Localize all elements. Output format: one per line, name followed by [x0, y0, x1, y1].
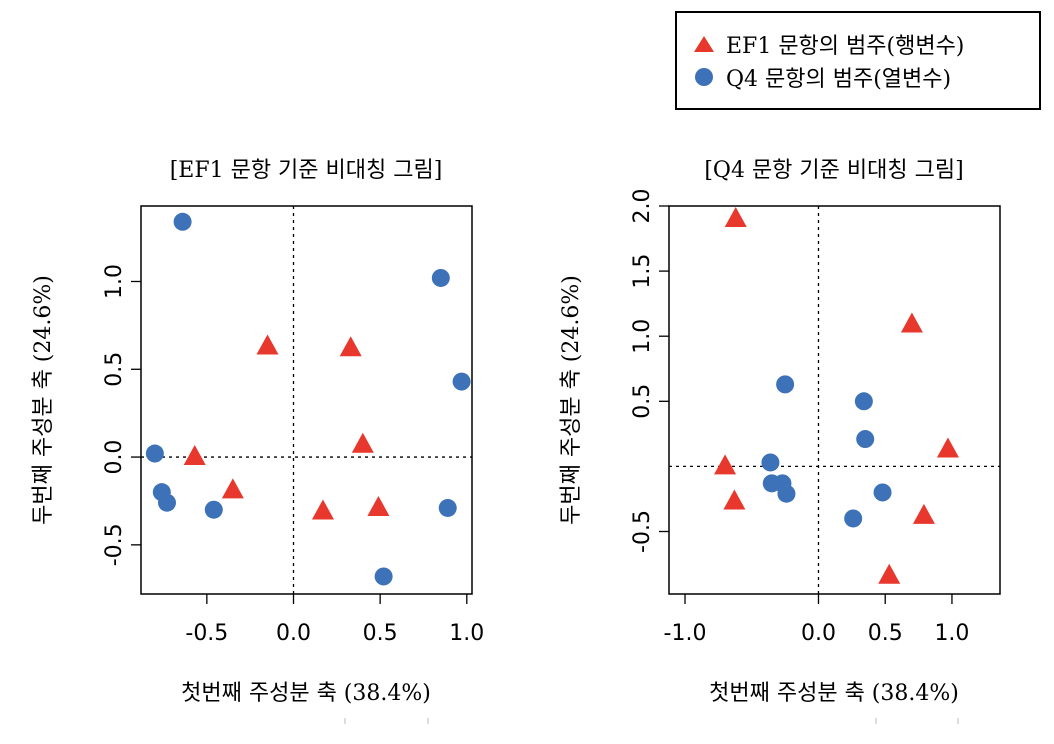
- right-x-tick-label: 0.0: [801, 621, 836, 646]
- legend-box: [675, 11, 1041, 110]
- left-circle-point: [452, 372, 471, 391]
- left-triangle-point: [221, 478, 244, 499]
- right-circle-point: [844, 509, 863, 528]
- right-y-tick-label: 1.5: [630, 254, 655, 289]
- left-panel-title: [EF1 문항 기준 비대칭 그림]: [170, 158, 443, 183]
- right-triangle-point: [714, 454, 737, 475]
- right-y-tick-label: 1.0: [630, 319, 655, 354]
- right-triangle-point: [900, 312, 923, 333]
- right-triangle-point: [723, 489, 746, 510]
- right-panel-title: [Q4 문항 기준 비대칭 그림]: [704, 158, 963, 183]
- left-y-tick-label: 0.5: [102, 352, 127, 387]
- right-circle-point: [761, 453, 780, 472]
- legend-circle-marker: [695, 68, 713, 86]
- left-circle-point: [157, 493, 176, 512]
- right-triangle-point: [724, 207, 747, 228]
- left-triangle-point: [311, 499, 334, 520]
- left-circle-point: [438, 498, 457, 517]
- right-triangle-point: [912, 503, 935, 524]
- right-x-tick-label: -1.0: [664, 621, 707, 646]
- left-circle-point: [173, 212, 192, 231]
- right-panel: [Q4 문항 기준 비대칭 그림] -1.0 0.0 0.5 1.0 -0.5 0.5 1.…: [559, 158, 1001, 706]
- right-y-tick-label: 2.0: [630, 189, 655, 224]
- right-y-tick-label: -0.5: [630, 510, 655, 553]
- left-plot-frame: [140, 205, 473, 595]
- right-plot-frame: [668, 205, 1001, 595]
- left-x-tick-label: 0.5: [363, 621, 398, 646]
- left-triangle-point: [256, 334, 279, 355]
- right-plot-area: -1.0 0.0 0.5 1.0 -0.5 0.5 1.0 1.5 2.0: [630, 189, 1000, 646]
- right-x-axis-label: 첫번째 주성분 축 (38.4%): [709, 681, 959, 706]
- right-triangle-point: [936, 437, 959, 458]
- legend: EF1 문항의 범주(행변수) Q4 문항의 범주(열변수): [675, 11, 1041, 110]
- left-x-tick-label: 1.0: [449, 621, 484, 646]
- left-triangle-point: [339, 336, 362, 357]
- left-y-tick-label: 0.0: [102, 440, 127, 475]
- right-triangle-point: [878, 563, 901, 584]
- legend-label-ef1: EF1 문항의 범주(행변수): [726, 34, 964, 59]
- left-circle-point: [145, 444, 164, 463]
- right-x-tick-label: 1.0: [934, 621, 969, 646]
- left-y-tick-label: 1.0: [102, 264, 127, 299]
- left-x-axis-label: 첫번째 주성분 축 (38.4%): [181, 681, 431, 706]
- left-triangle-point: [351, 432, 374, 453]
- left-triangle-point: [183, 445, 206, 466]
- legend-label-q4: Q4 문항의 범주(열변수): [726, 67, 951, 92]
- left-plot-area: -0.5 0.0 0.5 1.0 -0.5 0.0 0.5 1.0: [102, 206, 484, 646]
- right-x-tick-label: 0.5: [868, 621, 903, 646]
- left-panel: [EF1 문항 기준 비대칭 그림] -0.5 0.0 0.5 1.0 -0.5 0.0 0…: [31, 158, 484, 706]
- left-circle-point: [431, 268, 450, 287]
- left-y-tick-label: -0.5: [102, 523, 127, 566]
- legend-triangle-marker: [694, 36, 714, 52]
- left-circle-point: [374, 567, 393, 586]
- right-y-tick-label: 0.5: [630, 384, 655, 419]
- right-y-axis-label: 두번째 주성분 축 (24.6%): [559, 275, 584, 525]
- left-circle-point: [204, 500, 223, 519]
- right-circle-point: [873, 483, 892, 502]
- right-circle-point: [777, 484, 796, 503]
- left-x-tick-label: -0.5: [185, 621, 228, 646]
- right-circle-point: [776, 375, 795, 394]
- left-x-tick-label: 0.0: [276, 621, 311, 646]
- right-circle-point: [854, 392, 873, 411]
- right-circle-point: [856, 430, 875, 449]
- left-triangle-point: [367, 495, 390, 516]
- left-y-axis-label: 두번째 주성분 축 (24.6%): [31, 275, 56, 525]
